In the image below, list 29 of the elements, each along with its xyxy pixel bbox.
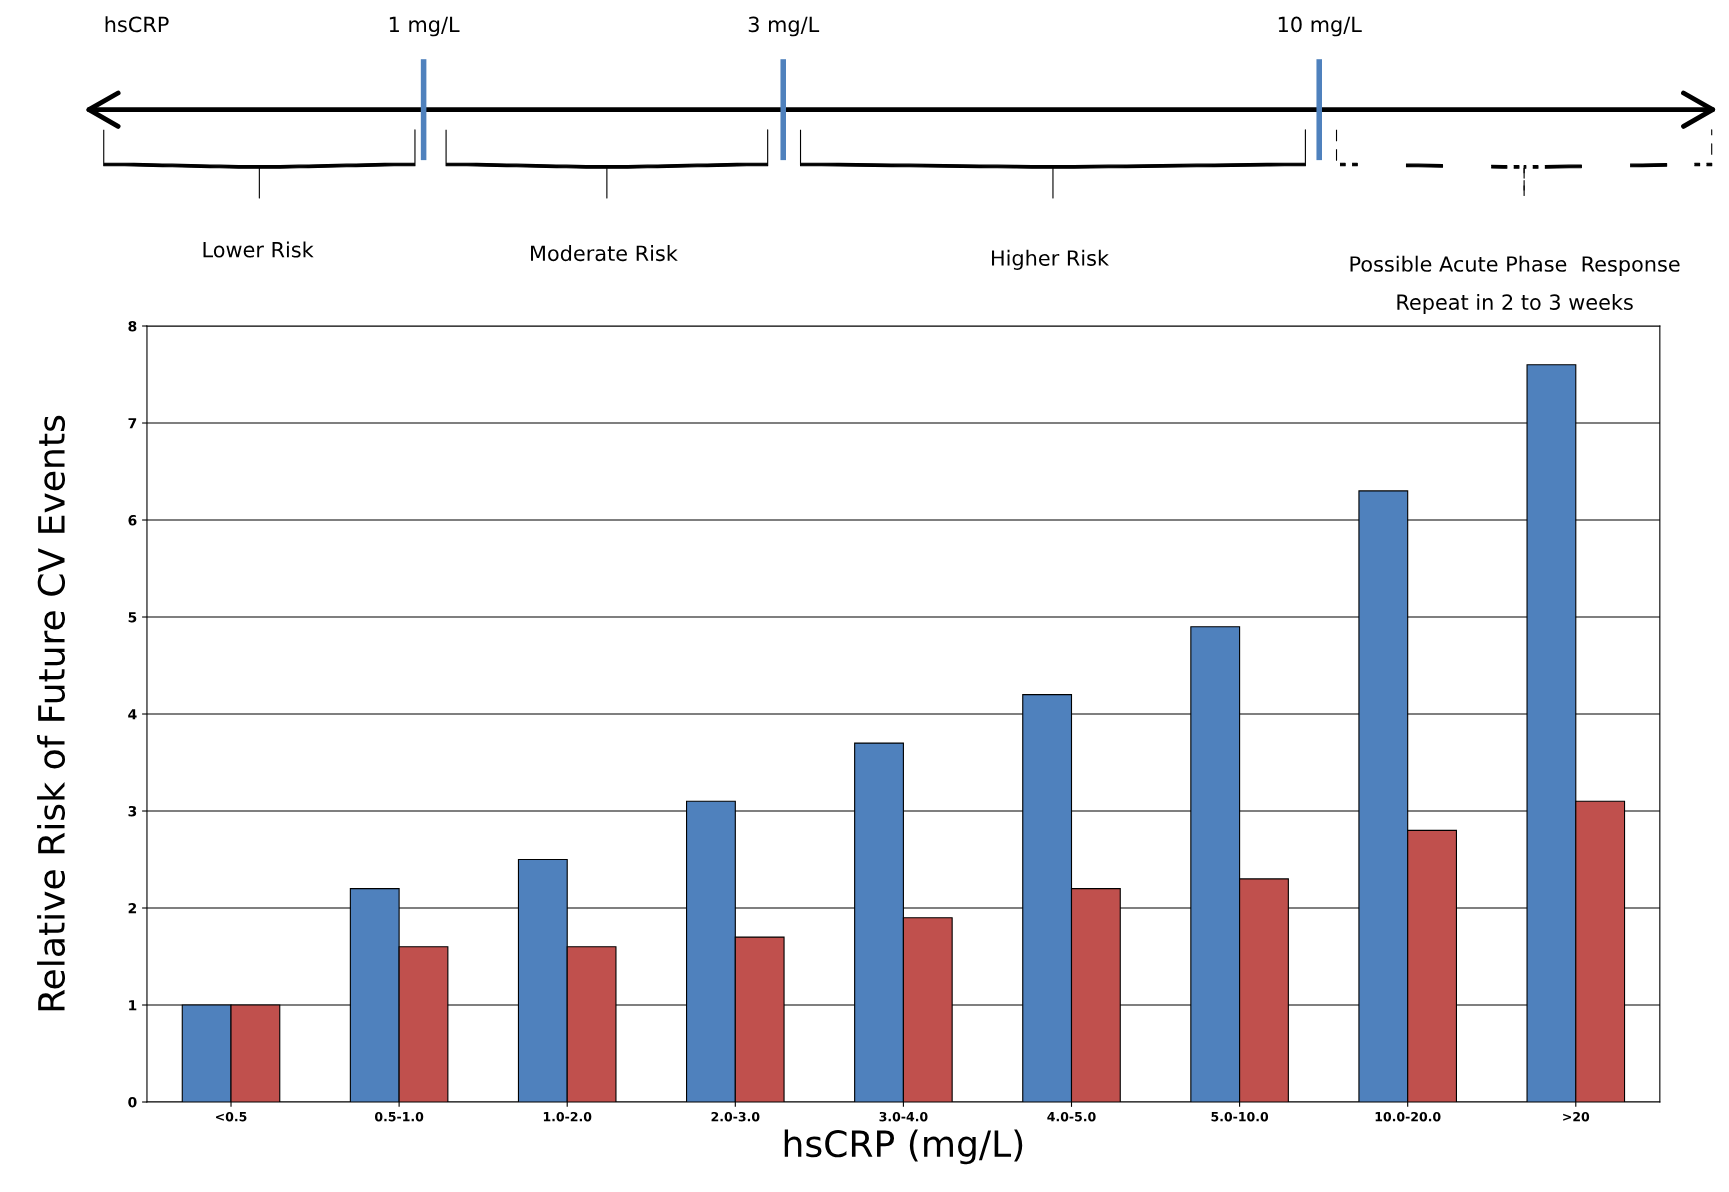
x-tick-label: 2.0-3.0 (711, 1111, 760, 1122)
y-axis-title: Relative Risk of Future CV Events (37, 415, 66, 1011)
y-tick-label: 1 (129, 1000, 137, 1011)
text: Possible Acute Phase Response (1350, 255, 1680, 276)
text: Repeat in 2 to 3 weeks (1397, 293, 1633, 315)
x-tick-label: 4.0-5.0 (1047, 1111, 1096, 1122)
text: 3 mg/L (748, 16, 820, 37)
y-tick-label: 0 (128, 1096, 137, 1108)
x-tick-label: <0.5 (216, 1111, 247, 1122)
x-tick-label: >20 (1563, 1111, 1590, 1122)
y-tick-label: 2 (128, 902, 137, 914)
x-tick-label: 10.0-20.0 (1375, 1111, 1441, 1122)
y-tick-label: 7 (128, 418, 137, 429)
x-tick-label: 3.0-4.0 (879, 1111, 928, 1122)
y-tick-label: 8 (128, 320, 137, 332)
text: 10 mg/L (1278, 16, 1362, 37)
y-tick-label: 6 (128, 514, 137, 526)
text: Higher Risk (992, 249, 1109, 270)
text: Moderate Risk (531, 245, 678, 262)
x-axis-title: hsCRP (mg/L) (784, 1129, 1023, 1165)
y-tick-label: 5 (128, 612, 137, 623)
x-tick-label: 0.5-1.0 (374, 1111, 424, 1122)
text: 1 mg/L (389, 16, 460, 37)
text: Lower Risk (203, 241, 314, 258)
text: hsCRP (105, 16, 169, 33)
y-tick-label: 3 (128, 805, 137, 817)
x-tick-label: 5.0-10.0 (1211, 1111, 1269, 1122)
y-tick-label: 4 (128, 709, 137, 720)
x-tick-label: 1.0-2.0 (543, 1111, 592, 1122)
